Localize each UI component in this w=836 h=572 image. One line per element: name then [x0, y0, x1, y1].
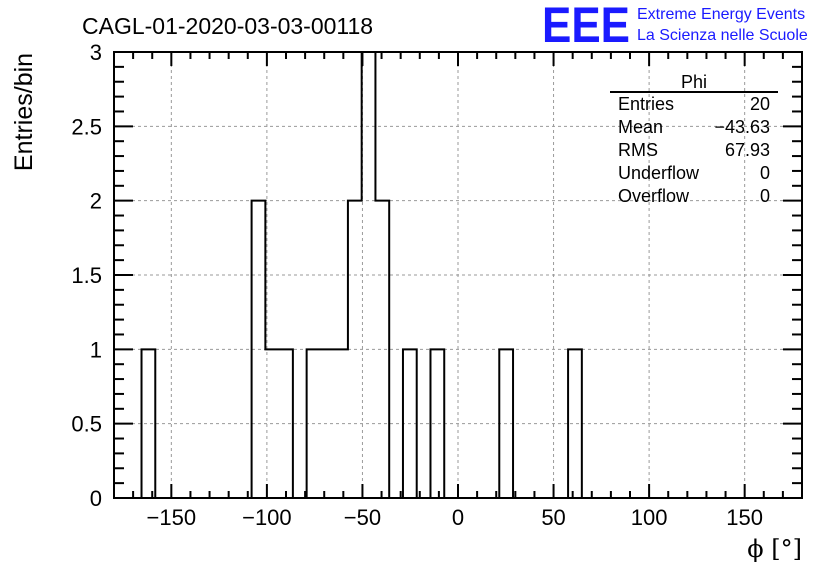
- x-tick-label: 100: [631, 505, 668, 530]
- x-axis-title: ϕ [°]: [747, 535, 802, 563]
- y-tick-label: 0.5: [71, 412, 102, 437]
- stats-row-value: −43.63: [714, 117, 770, 137]
- logo-line-1: Extreme Energy Events: [637, 6, 805, 23]
- x-tick-label: −100: [242, 505, 292, 530]
- stats-row-label: Mean: [618, 117, 663, 137]
- stats-row-value: 0: [760, 163, 770, 183]
- stats-row-value: 0: [760, 186, 770, 206]
- histogram-bins: [140, 51, 583, 498]
- y-tick-label: 2: [90, 189, 102, 214]
- axes: [113, 51, 803, 499]
- stats-row-label: Entries: [618, 94, 674, 114]
- histogram-bin-outline: [567, 348, 583, 498]
- stats-row-label: Overflow: [618, 186, 690, 206]
- logo-line-2: La Scienza nelle Scuole: [637, 27, 808, 44]
- x-tick-label: 0: [452, 505, 464, 530]
- y-axis-title: Entries/bin: [10, 53, 38, 171]
- x-tick-label: 150: [726, 505, 763, 530]
- histogram-bin-outline: [498, 348, 515, 498]
- x-tick-label: −50: [344, 505, 381, 530]
- histogram-bin-outline: [305, 51, 391, 498]
- x-tick-label: 50: [541, 505, 565, 530]
- y-tick-label: 1: [90, 337, 102, 362]
- stats-box-title: Phi: [681, 72, 707, 92]
- histogram-bin-outline: [401, 348, 418, 498]
- stats-row-value: 20: [750, 94, 770, 114]
- x-tick-label: −150: [147, 505, 197, 530]
- y-tick-label: 1.5: [71, 263, 102, 288]
- y-tick-label: 3: [90, 40, 102, 65]
- histogram-bin-outline: [250, 199, 294, 498]
- stats-row-label: Underflow: [618, 163, 700, 183]
- stats-row-value: 67.93: [725, 140, 770, 160]
- histogram-bin-outline: [140, 348, 157, 498]
- grid-lines: [114, 52, 802, 498]
- y-tick-label: 0: [90, 486, 102, 511]
- eee-logo-mark: EEE: [542, 0, 630, 53]
- stats-row-label: RMS: [618, 140, 658, 160]
- tick-labels: −150 −100 −50 0 50 100 150 0 0.5 1 1.5 2 2.5 3: [71, 40, 763, 530]
- y-tick-label: 2.5: [71, 114, 102, 139]
- histogram-bin-outline: [429, 348, 446, 498]
- stats-box: Phi Entries 20 Mean −43.63 RMS 67.93 Underflow…: [610, 72, 778, 206]
- chart-title: CAGL-01-2020-03-03-00118: [82, 13, 373, 39]
